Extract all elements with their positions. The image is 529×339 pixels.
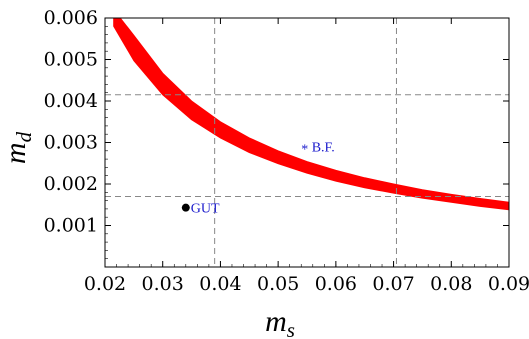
x-tick-label: 0.09 — [488, 273, 529, 295]
y-axis-title: md — [0, 131, 36, 164]
y-axis-title-sub: d — [12, 131, 36, 142]
x-tick-label: 0.03 — [142, 273, 184, 295]
band-layer — [113, 18, 509, 211]
x-tick-label: 0.02 — [84, 273, 126, 295]
x-tick-label: 0.08 — [430, 273, 472, 295]
y-tick-label: 0.004 — [44, 90, 98, 112]
x-axis-title-main: m — [265, 305, 287, 338]
point-bf-marker: * — [301, 143, 308, 158]
ticks: 0.02 0.03 0.04 0.05 0.06 0.07 0.08 0.09 0.001 0.0… — [44, 7, 529, 295]
points: * B.F. GUT — [181, 141, 335, 217]
y-tick-label: 0.001 — [44, 215, 98, 237]
x-tick-label: 0.06 — [315, 273, 357, 295]
y-axis-title-main: m — [0, 142, 32, 164]
y-tick-label: 0.005 — [44, 49, 98, 71]
y-tick-label: 0.006 — [44, 7, 98, 29]
y-tick-label: 0.003 — [44, 132, 98, 154]
allowed-band — [113, 18, 509, 211]
point-gut-marker — [181, 203, 190, 212]
point-bf-label: B.F. — [312, 141, 335, 156]
reference-lines — [105, 18, 509, 267]
point-gut-label: GUT — [191, 202, 220, 217]
x-tick-label: 0.07 — [372, 273, 414, 295]
x-tick-label: 0.04 — [199, 273, 241, 295]
y-tick-label: 0.002 — [44, 173, 98, 195]
x-axis-title: ms — [265, 305, 295, 339]
x-tick-label: 0.05 — [257, 273, 299, 295]
x-axis-title-sub: s — [287, 318, 295, 339]
